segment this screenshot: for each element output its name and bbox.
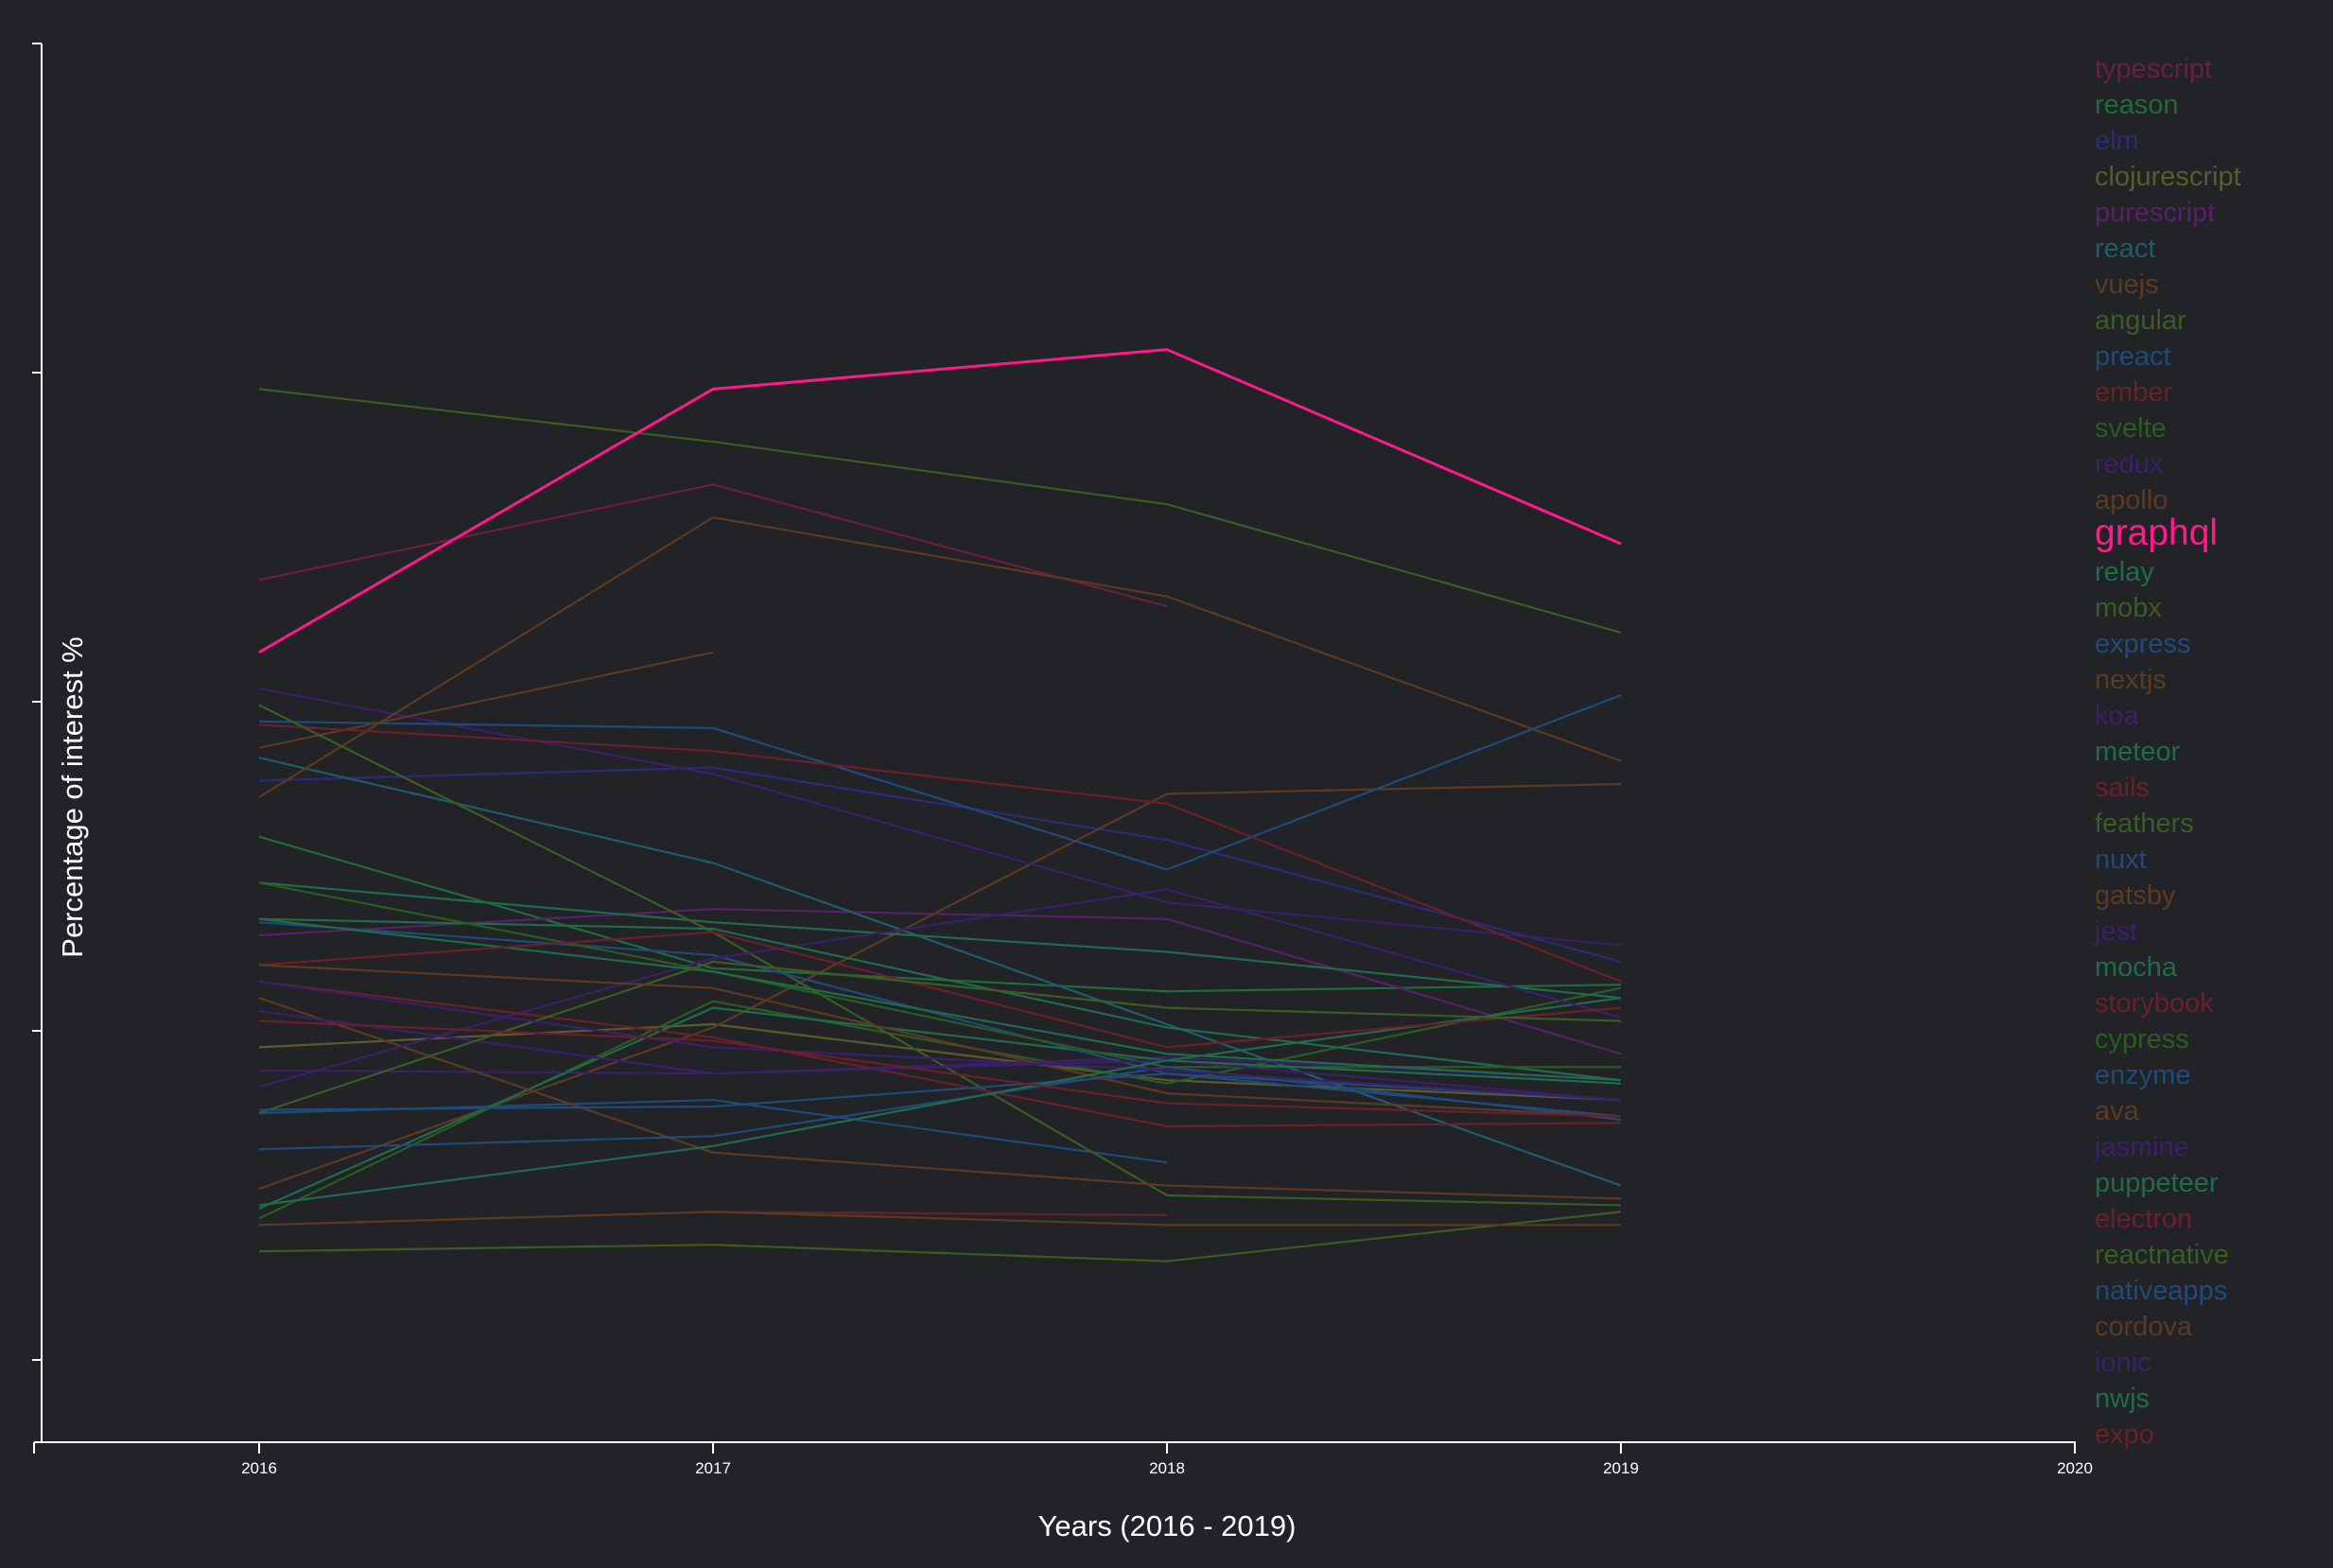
- legend-item-cordova[interactable]: cordova: [2095, 1312, 2193, 1342]
- legend-item-apollo[interactable]: apollo: [2095, 485, 2168, 515]
- legend-item-reason[interactable]: reason: [2095, 90, 2179, 120]
- legend-item-elm[interactable]: elm: [2095, 126, 2139, 156]
- legend-item-typescript[interactable]: typescript: [2095, 54, 2212, 84]
- series-line-ionic: [258, 980, 1622, 1102]
- series-line-expo: [258, 1019, 1622, 1118]
- series-line-storybook: [258, 980, 1622, 1128]
- series-line-reactnative: [258, 960, 1622, 1115]
- series-line-purescript: [258, 908, 1622, 1055]
- series-line-express: [258, 694, 1622, 871]
- series-line-feathers: [258, 704, 1622, 1207]
- series-line-ember: [258, 1211, 1168, 1227]
- series-line-sails: [258, 723, 1622, 983]
- legend-item-cypress[interactable]: cypress: [2095, 1024, 2189, 1054]
- legend-item-preact[interactable]: preact: [2095, 341, 2171, 372]
- x-tick-label: 2016: [241, 1459, 277, 1477]
- legend-item-mobx[interactable]: mobx: [2095, 593, 2162, 623]
- x-ticks: 2016 2017 2018 2019 2020: [33, 1442, 2093, 1477]
- legend-item-ava[interactable]: ava: [2095, 1096, 2140, 1126]
- legend-item-svelte[interactable]: svelte: [2095, 413, 2167, 444]
- legend-item-gatsby[interactable]: gatsby: [2095, 880, 2176, 911]
- series-line-ava: [258, 1211, 1621, 1227]
- series-line-vuejs: [258, 782, 1622, 1191]
- legend-item-express[interactable]: express: [2095, 629, 2191, 659]
- series-line-mobx: [258, 1211, 1622, 1263]
- legend-item-ionic[interactable]: ionic: [2095, 1348, 2151, 1378]
- series-line-nwjs: [258, 1059, 1622, 1207]
- series-line-puppeteer: [258, 917, 1622, 1082]
- legend-item-jest[interactable]: jest: [2094, 916, 2137, 947]
- legend-item-electron[interactable]: electron: [2095, 1204, 2192, 1234]
- series-line-elm: [258, 766, 1622, 963]
- legend-item-feathers[interactable]: feathers: [2095, 809, 2194, 839]
- series-line-apollo: [258, 515, 1622, 798]
- x-tick-label: 2019: [1603, 1459, 1639, 1477]
- legend-item-reactnative[interactable]: reactnative: [2095, 1240, 2229, 1270]
- axes: [34, 44, 2076, 1443]
- legend-item-sails[interactable]: sails: [2095, 773, 2150, 803]
- legend-item-graphql[interactable]: graphql: [2095, 513, 2218, 553]
- legend-item-puppeteer[interactable]: puppeteer: [2095, 1168, 2219, 1198]
- legend-item-jasmine[interactable]: jasmine: [2094, 1132, 2189, 1162]
- y-ticks: [32, 43, 42, 1361]
- legend-item-meteor[interactable]: meteor: [2095, 737, 2181, 767]
- x-tick-label: 2017: [695, 1459, 731, 1477]
- legend-item-relay[interactable]: relay: [2095, 557, 2154, 587]
- legend-item-ember[interactable]: ember: [2095, 377, 2173, 408]
- x-tick-label: 2018: [1149, 1459, 1185, 1477]
- legend-item-nextjs[interactable]: nextjs: [2095, 665, 2167, 695]
- legend-item-storybook[interactable]: storybook: [2095, 988, 2214, 1019]
- legend-item-enzyme[interactable]: enzyme: [2095, 1060, 2191, 1090]
- series-line-typescript: [258, 483, 1168, 608]
- legend-item-nwjs[interactable]: nwjs: [2095, 1384, 2150, 1414]
- x-axis-title: Years (2016 - 2019): [1038, 1509, 1297, 1542]
- legend-item-mocha[interactable]: mocha: [2095, 952, 2178, 983]
- series-line-nuxt: [258, 921, 1622, 1102]
- series-lines: [258, 348, 1622, 1263]
- series-line-enzyme: [258, 1066, 1622, 1151]
- legend-item-nuxt[interactable]: nuxt: [2095, 845, 2147, 875]
- series-line-relay: [258, 881, 1622, 1000]
- series-line-electron: [258, 931, 1622, 1049]
- legend-item-purescript[interactable]: purescript: [2095, 198, 2215, 228]
- x-tick-label: 2020: [2057, 1459, 2093, 1477]
- series-line-nativeapps: [258, 1072, 1622, 1118]
- series-line-cordova: [258, 964, 1622, 1118]
- series-line-jest: [258, 888, 1622, 1089]
- series-line-graphql: [258, 348, 1622, 654]
- legend-item-angular[interactable]: angular: [2095, 305, 2186, 336]
- series-line-clojurescript: [258, 1022, 1622, 1102]
- series-line-svelte: [258, 986, 1622, 1220]
- series-line-gatsby: [258, 997, 1622, 1200]
- series-line-jasmine: [258, 1010, 1622, 1102]
- legend-item-vuejs[interactable]: vuejs: [2095, 270, 2159, 300]
- legend-item-clojurescript[interactable]: clojurescript: [2095, 162, 2241, 192]
- series-line-angular: [258, 388, 1622, 634]
- legend: typescript reason elm clojurescript purescri…: [2094, 54, 2241, 1450]
- legend-item-nativeapps[interactable]: nativeapps: [2095, 1276, 2227, 1306]
- legend-item-expo[interactable]: expo: [2095, 1420, 2154, 1450]
- series-line-mocha: [258, 917, 1622, 1082]
- y-axis-title: Percentage of interest %: [56, 636, 89, 957]
- series-line-redux: [258, 687, 1622, 947]
- legend-item-react[interactable]: react: [2095, 234, 2155, 264]
- legend-item-koa[interactable]: koa: [2095, 701, 2140, 731]
- legend-item-redux[interactable]: redux: [2095, 449, 2164, 479]
- series-line-nextjs: [258, 651, 714, 749]
- series-line-koa: [258, 1055, 1622, 1082]
